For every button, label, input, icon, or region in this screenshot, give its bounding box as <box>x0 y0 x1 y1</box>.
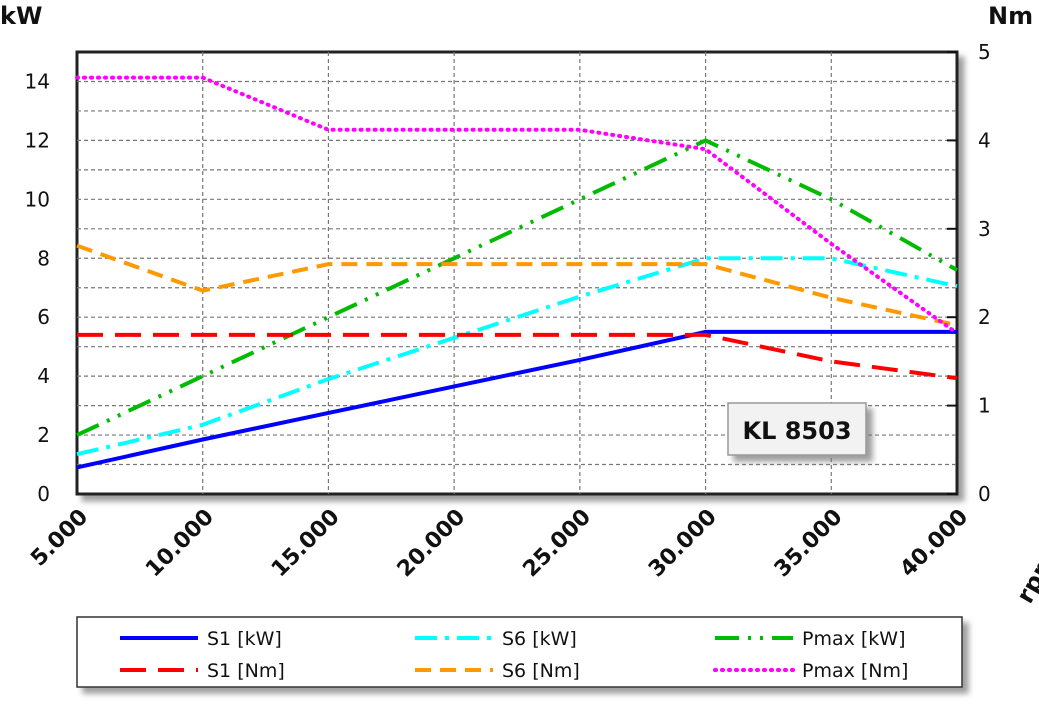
y-right-tick-label: 2 <box>978 305 991 329</box>
y-right-tick-label: 0 <box>978 482 991 506</box>
legend-label: S1 [kW] <box>207 628 282 650</box>
annotation-text: KL 8503 <box>742 417 851 445</box>
y-right-tick-label: 3 <box>978 217 991 241</box>
x-tick-label: 40.000 <box>896 505 974 583</box>
x-tick-label: 20.000 <box>393 505 471 583</box>
legend-label: S1 [Nm] <box>207 660 285 682</box>
x-tick-label: 15.000 <box>267 505 345 583</box>
legend-label: Pmax [Nm] <box>802 660 908 682</box>
series-line-pmax-kw- <box>76 138 958 437</box>
y-left-label: kW <box>0 2 42 30</box>
y-left-tick-label: 6 <box>37 305 50 329</box>
annotation-box: KL 8503 <box>727 402 867 456</box>
legend-label: Pmax [kW] <box>802 628 906 650</box>
y-left-tick-label: 2 <box>37 423 50 447</box>
x-label: rpm <box>1011 547 1039 608</box>
series-line-s6-kw- <box>76 256 958 457</box>
series-line-pmax-nm- <box>75 75 959 336</box>
x-tick-label: 10.000 <box>141 505 219 583</box>
y-right-tick-label: 4 <box>978 128 991 152</box>
y-left-tick-label: 0 <box>37 482 50 506</box>
legend-label: S6 [Nm] <box>502 660 580 682</box>
y-left-tick-label: 4 <box>37 364 50 388</box>
y-right-label: Nm <box>988 2 1033 30</box>
x-tick-label: 5.000 <box>26 505 93 572</box>
x-tick-label: 30.000 <box>644 505 722 583</box>
y-right-tick-label: 1 <box>978 394 991 418</box>
x-tick-label: 35.000 <box>770 505 848 583</box>
series-line-s6-nm- <box>76 243 958 328</box>
series-line-s1-nm- <box>77 332 958 381</box>
y-left-tick-label: 12 <box>25 128 50 152</box>
y-right-tick-label: 5 <box>978 40 991 64</box>
legend <box>76 616 963 688</box>
legend-label: S6 [kW] <box>502 628 577 650</box>
y-left-tick-label: 10 <box>25 187 50 211</box>
y-left-tick-label: 14 <box>25 69 50 93</box>
x-tick-label: 25.000 <box>518 505 596 583</box>
series-line-s1-kw- <box>76 329 957 470</box>
y-left-tick-label: 8 <box>37 246 50 270</box>
